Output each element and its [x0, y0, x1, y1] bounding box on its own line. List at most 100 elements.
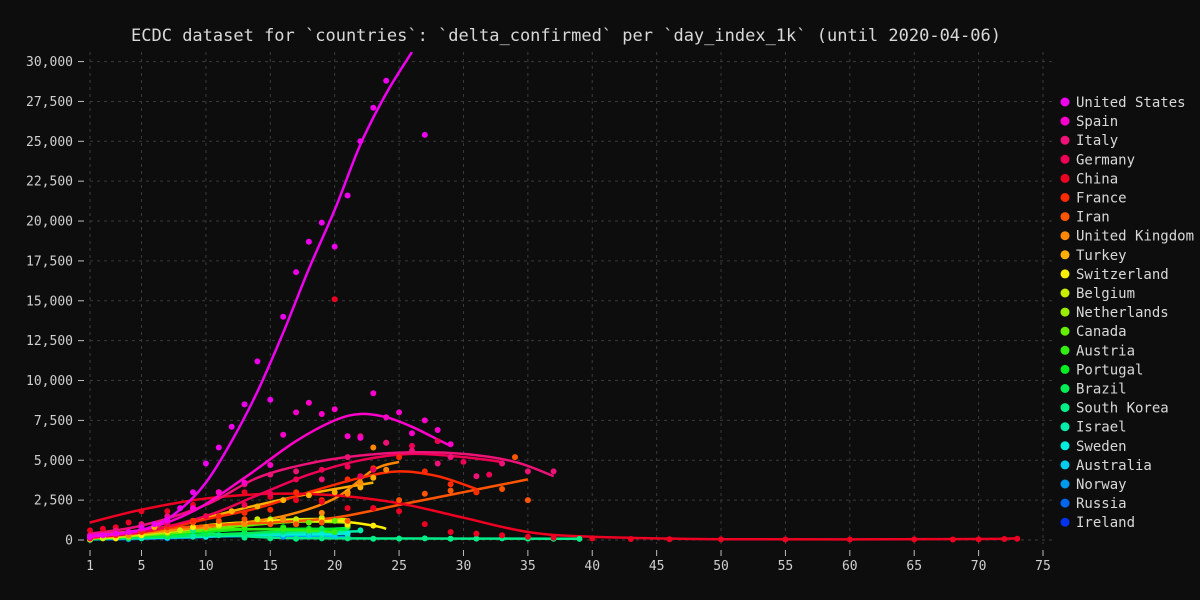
- legend-label-south-korea: South Korea: [1076, 401, 1169, 417]
- data-point-china: [550, 534, 557, 541]
- chart-title: ECDC dataset for `countries`: `delta_con…: [131, 26, 1001, 46]
- data-point-switzerland: [370, 522, 377, 529]
- legend-marker-russia: [1060, 498, 1070, 508]
- data-point-united-states: [202, 460, 209, 467]
- data-point-united-kingdom: [318, 509, 325, 516]
- data-point-belgium: [254, 516, 261, 523]
- data-point-iran: [512, 454, 518, 461]
- data-point-china: [782, 536, 789, 543]
- data-point-united-states: [331, 243, 338, 250]
- data-point-united-states: [305, 238, 312, 245]
- x-tick-label: 45: [649, 559, 665, 574]
- data-point-france: [215, 513, 222, 520]
- data-point-iran: [421, 490, 428, 497]
- data-point-spain: [280, 431, 287, 438]
- data-point-italy: [318, 476, 325, 483]
- data-point-germany: [357, 473, 364, 480]
- legend-label-ireland: Ireland: [1076, 515, 1135, 531]
- legend-marker-germany: [1060, 154, 1070, 164]
- y-tick-label: 30,000: [26, 55, 73, 70]
- x-tick-label: 65: [906, 559, 922, 574]
- legend-marker-italy: [1060, 135, 1070, 145]
- legend-marker-australia: [1060, 460, 1070, 470]
- legend-marker-united-kingdom: [1060, 231, 1070, 241]
- legend-label-israel: Israel: [1076, 420, 1127, 436]
- data-point-united-kingdom: [357, 479, 364, 486]
- data-point-france: [293, 489, 300, 496]
- x-tick-label: 70: [971, 559, 987, 574]
- data-point-china: [241, 489, 248, 496]
- data-point-spain: [409, 430, 415, 437]
- x-tick-label: 10: [198, 559, 214, 574]
- y-tick-label: 5,000: [34, 454, 73, 469]
- legend-label-united-states: United States: [1076, 95, 1186, 111]
- legend-marker-south-korea: [1060, 403, 1070, 413]
- data-point-china: [396, 508, 403, 515]
- legend-label-united-kingdom: United Kingdom: [1076, 229, 1194, 245]
- legend-marker-netherlands: [1060, 307, 1070, 317]
- data-point-united-states: [370, 104, 377, 111]
- data-point-iran: [318, 519, 325, 526]
- x-tick-label: 60: [842, 559, 858, 574]
- data-point-china: [318, 498, 325, 505]
- y-tick-label: 7,500: [34, 414, 73, 429]
- axes: 0 2,500 5,000 7,500 10,000 12,500 15,000 17,500…: [26, 55, 1051, 574]
- data-point-iran: [267, 521, 274, 528]
- data-point-germany: [409, 442, 415, 449]
- legend-label-canada: Canada: [1076, 324, 1127, 340]
- x-tick-label: 75: [1035, 559, 1051, 574]
- legend-label-netherlands: Netherlands: [1076, 305, 1169, 321]
- data-point-united-states: [421, 131, 428, 138]
- data-point-spain: [305, 399, 312, 406]
- data-point-italy: [524, 468, 531, 475]
- legend-label-sweden: Sweden: [1076, 439, 1127, 455]
- data-point-france: [396, 454, 403, 461]
- data-point-china: [846, 536, 853, 543]
- data-point-united-states: [228, 423, 235, 430]
- data-point-italy: [409, 447, 415, 454]
- data-point-united-states: [151, 521, 158, 528]
- data-point-iran: [499, 486, 506, 492]
- data-point-china: [627, 536, 634, 542]
- legend-marker-switzerland: [1060, 269, 1070, 279]
- data-point-spain: [344, 433, 351, 440]
- data-point-south-korea: [473, 535, 480, 542]
- data-point-germany: [241, 501, 248, 508]
- data-point-canada: [331, 517, 338, 524]
- data-point-iran: [396, 497, 403, 504]
- data-point-united-states: [87, 533, 93, 540]
- data-point-united-states: [357, 138, 364, 145]
- data-point-united-states: [241, 401, 248, 408]
- y-tick-label: 17,500: [26, 254, 73, 269]
- data-point-china: [666, 536, 673, 543]
- data-point-united-kingdom: [383, 466, 390, 473]
- data-point-united-kingdom: [344, 490, 351, 497]
- data-point-china: [99, 525, 106, 532]
- data-point-iran: [241, 516, 248, 523]
- data-point-germany: [267, 490, 274, 497]
- legend-label-belgium: Belgium: [1076, 286, 1135, 302]
- data-point-israel: [190, 533, 196, 540]
- data-point-china: [589, 535, 596, 542]
- data-point-south-korea: [396, 535, 403, 542]
- data-point-china: [473, 530, 480, 537]
- data-point-germany: [486, 471, 493, 478]
- legend-marker-brazil: [1060, 384, 1070, 393]
- data-point-china: [1014, 535, 1021, 542]
- y-tick-label: 25,000: [26, 135, 73, 150]
- legend: United States Spain Italy Germany China Franc…: [1060, 95, 1194, 531]
- legend-label-germany: Germany: [1076, 152, 1135, 168]
- x-tick-label: 30: [456, 559, 472, 574]
- data-point-china: [499, 532, 506, 539]
- legend-label-turkey: Turkey: [1076, 248, 1127, 264]
- legend-marker-israel: [1060, 422, 1070, 432]
- data-point-spain: [383, 414, 390, 421]
- data-point-turkey: [331, 489, 338, 496]
- data-point-iran: [524, 497, 531, 504]
- data-point-united-states: [293, 269, 300, 276]
- data-point-united-states: [254, 358, 261, 365]
- x-tick-label: 5: [138, 559, 146, 574]
- data-point-spain: [293, 409, 300, 416]
- data-point-italy: [267, 471, 274, 478]
- data-point-france: [447, 481, 454, 488]
